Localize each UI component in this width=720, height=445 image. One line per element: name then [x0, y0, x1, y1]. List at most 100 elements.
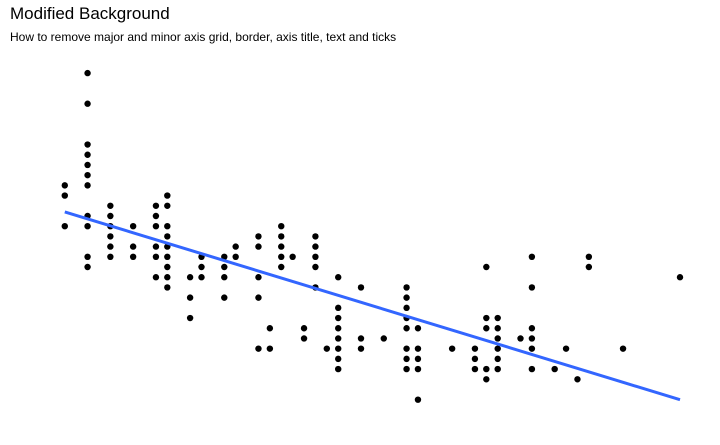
data-point: [164, 233, 171, 240]
data-point: [528, 365, 536, 373]
data-point: [186, 294, 194, 301]
data-point: [300, 325, 308, 332]
data-point: [494, 335, 501, 342]
data-point: [494, 314, 501, 322]
data-point: [528, 335, 536, 342]
data-point: [471, 365, 479, 373]
data-point: [494, 345, 501, 352]
data-point: [335, 274, 342, 281]
data-point: [403, 345, 410, 352]
data-point: [129, 253, 137, 261]
data-point: [414, 325, 422, 332]
data-point: [494, 365, 501, 373]
data-point: [164, 222, 171, 230]
data-point: [289, 253, 296, 261]
data-point: [107, 233, 114, 240]
data-point: [323, 345, 331, 352]
data-point: [84, 141, 91, 148]
data-point: [186, 314, 194, 322]
data-point: [152, 212, 160, 220]
trend-line-layer: [64, 210, 681, 402]
data-point: [278, 233, 285, 240]
data-point: [221, 274, 228, 281]
data-point: [676, 274, 684, 281]
data-point: [357, 345, 365, 352]
data-point: [255, 233, 262, 240]
data-point: [562, 345, 570, 352]
chart-title: Modified Background: [10, 4, 170, 23]
points-layer: [61, 69, 684, 403]
data-point: [528, 325, 536, 332]
data-point: [528, 345, 536, 352]
data-point: [107, 253, 114, 261]
data-point: [414, 345, 422, 352]
data-point: [574, 376, 581, 383]
data-point: [255, 345, 262, 352]
data-point: [335, 335, 342, 342]
data-point: [414, 396, 422, 403]
data-point: [414, 365, 422, 373]
data-point: [255, 274, 262, 281]
data-point: [619, 345, 627, 352]
data-point: [483, 325, 490, 332]
data-point: [278, 253, 285, 261]
data-point: [255, 243, 262, 250]
data-point: [129, 222, 137, 230]
data-point: [232, 253, 239, 261]
data-point: [152, 202, 160, 209]
data-point: [152, 222, 160, 230]
data-point: [266, 325, 274, 332]
data-point: [483, 314, 490, 322]
data-point: [164, 263, 171, 271]
data-point: [278, 222, 285, 230]
data-point: [84, 161, 91, 169]
data-point: [221, 253, 228, 261]
data-point: [494, 325, 501, 332]
data-point: [471, 345, 479, 352]
data-point: [107, 212, 114, 220]
data-point: [61, 182, 68, 189]
data-point: [164, 253, 171, 261]
data-point: [494, 355, 501, 363]
data-point: [107, 243, 114, 250]
data-point: [164, 284, 171, 291]
data-point: [414, 355, 422, 363]
data-point: [403, 355, 410, 363]
data-point: [403, 294, 410, 301]
data-point: [483, 263, 490, 271]
data-point: [164, 192, 171, 199]
data-point: [278, 243, 285, 250]
data-point: [221, 294, 228, 301]
data-point: [152, 274, 160, 281]
data-point: [312, 243, 319, 250]
data-point: [84, 182, 91, 189]
data-point: [335, 355, 342, 363]
data-point: [61, 192, 68, 199]
data-point: [357, 284, 365, 291]
data-point: [232, 243, 239, 250]
data-point: [278, 263, 285, 271]
data-point: [84, 253, 91, 261]
data-point: [266, 345, 274, 352]
data-point: [152, 243, 160, 250]
data-point: [129, 243, 137, 250]
data-point: [517, 335, 524, 342]
data-point: [335, 304, 342, 312]
data-point: [585, 263, 593, 271]
data-point: [585, 253, 593, 261]
data-point: [483, 376, 490, 383]
data-point: [84, 222, 91, 230]
data-point: [312, 253, 319, 261]
data-point: [312, 263, 319, 271]
data-point: [335, 365, 342, 373]
data-point: [403, 325, 410, 332]
data-point: [84, 171, 91, 179]
data-point: [152, 253, 160, 261]
data-point: [312, 233, 319, 240]
data-point: [61, 222, 68, 230]
data-point: [528, 284, 536, 291]
data-point: [221, 263, 228, 271]
chart-subtitle: How to remove major and minor axis grid,…: [10, 30, 397, 44]
data-point: [186, 274, 194, 281]
data-point: [84, 151, 91, 158]
